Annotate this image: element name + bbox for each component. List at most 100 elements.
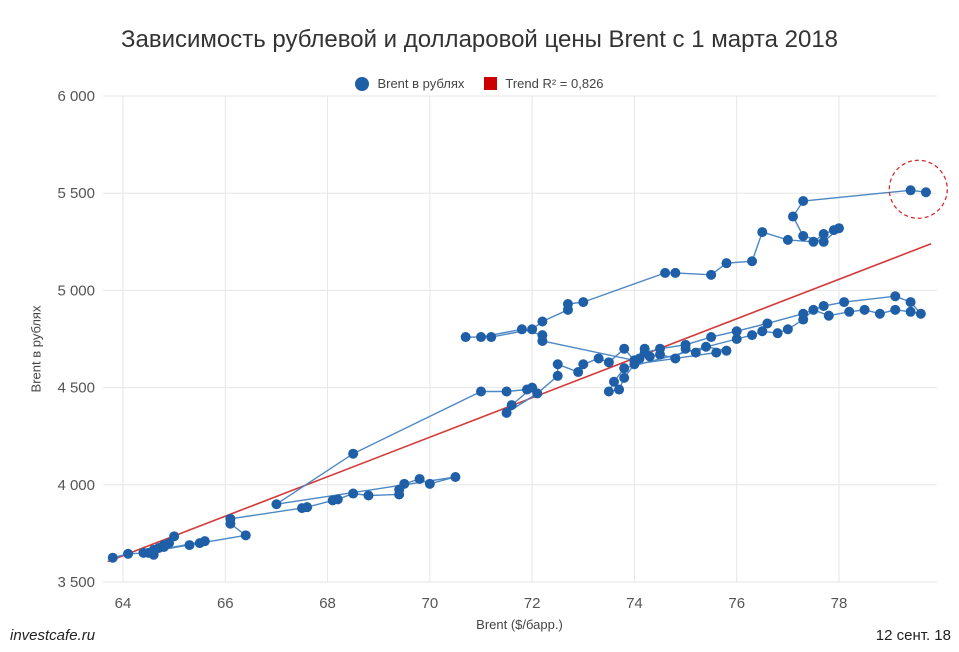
grid: [103, 95, 937, 583]
data-point: [787, 211, 798, 222]
data-point: [619, 363, 630, 374]
data-point: [629, 355, 640, 366]
data-point: [614, 384, 625, 395]
x-tick-label: 72: [524, 595, 541, 612]
data-point: [757, 227, 768, 238]
chart-title: Зависимость рублевой и долларовой цены B…: [120, 26, 839, 53]
x-tick-label: 64: [115, 595, 132, 612]
data-point: [552, 359, 563, 370]
data-point: [655, 343, 665, 354]
data-point: [762, 318, 773, 329]
data-point: [532, 388, 543, 399]
y-tick-label: 6 000: [57, 88, 95, 105]
date-label: 12 сент. 18: [875, 627, 951, 644]
data-point: [516, 324, 527, 335]
trend-line: [107, 242, 932, 563]
x-tick-label: 78: [831, 595, 848, 612]
data-points: [107, 185, 931, 563]
data-point: [271, 499, 282, 510]
series-polyline: [112, 189, 926, 559]
data-point: [890, 304, 901, 315]
legend-label-brent: Brent в рублях: [377, 76, 465, 91]
data-point: [890, 291, 901, 302]
data-point: [348, 488, 359, 499]
data-point: [818, 300, 829, 311]
data-point: [552, 370, 563, 381]
legend-square-icon: [484, 77, 498, 90]
data-point: [363, 490, 374, 501]
source-label: investcafe.ru: [10, 627, 96, 644]
legend-item-brent[interactable]: Brent в рублях: [355, 76, 464, 91]
data-point: [460, 332, 471, 343]
data-point: [690, 347, 701, 358]
data-point: [537, 316, 548, 327]
legend: Brent в рублях Trend R² = 0,826: [0, 76, 959, 91]
data-point: [148, 544, 159, 555]
data-point: [818, 236, 829, 247]
data-point: [798, 195, 809, 206]
data-point: [424, 478, 435, 489]
y-tick-label: 4 500: [57, 380, 95, 397]
data-point: [332, 494, 343, 505]
data-point: [798, 308, 809, 319]
data-point: [225, 513, 236, 524]
highlight-circle: [888, 159, 948, 219]
data-point: [859, 304, 870, 315]
data-point: [915, 308, 926, 319]
data-point: [818, 229, 829, 240]
data-point: [608, 376, 619, 387]
data-point: [578, 297, 589, 308]
data-point: [757, 326, 768, 337]
data-point: [905, 297, 916, 308]
data-point: [711, 347, 722, 358]
data-point: [123, 548, 134, 559]
data-point: [527, 324, 538, 335]
data-point: [169, 531, 180, 542]
series-line: [112, 189, 926, 559]
data-point: [562, 299, 573, 310]
y-tick-label: 5 500: [57, 185, 95, 202]
highlight-annotation: [888, 159, 948, 219]
data-point: [414, 473, 425, 484]
legend-item-trend[interactable]: Trend R² = 0,826: [484, 76, 604, 91]
data-point: [721, 258, 732, 269]
data-point: [839, 297, 850, 308]
data-point: [450, 472, 461, 483]
data-point: [808, 304, 819, 315]
data-point: [823, 310, 834, 321]
data-point: [302, 502, 313, 513]
data-point: [808, 236, 819, 247]
data-point: [706, 332, 717, 343]
data-point: [782, 324, 793, 335]
data-point: [905, 185, 916, 196]
data-point: [670, 353, 681, 364]
y-axis-ticks: 3 500 4 000 4 500 5 000 5 500 6 000: [57, 88, 95, 591]
x-tick-label: 68: [319, 595, 336, 612]
x-tick-label: 70: [422, 595, 439, 612]
data-point: [184, 540, 195, 551]
data-point: [660, 267, 671, 278]
data-point: [399, 478, 410, 489]
data-point: [798, 230, 809, 241]
x-tick-label: 76: [728, 595, 745, 612]
data-point: [772, 328, 783, 339]
data-point: [501, 407, 512, 418]
data-point: [706, 269, 717, 280]
y-axis-title: Brent в рублях: [28, 305, 44, 393]
legend-label-trend: Trend R² = 0,826: [505, 76, 604, 91]
x-axis-title: Brent ($/барр.): [476, 617, 563, 632]
data-point: [680, 339, 691, 350]
data-point: [874, 308, 885, 319]
data-point: [731, 326, 742, 337]
data-point: [701, 341, 712, 352]
data-point: [506, 400, 517, 411]
x-tick-label: 66: [217, 595, 234, 612]
data-point: [834, 223, 844, 234]
data-point: [578, 359, 589, 370]
data-point: [501, 386, 512, 397]
data-point: [158, 542, 169, 553]
x-axis-ticks: 64 66 68 70 72 74 76 78: [115, 595, 848, 612]
data-point: [747, 330, 758, 341]
x-tick-label: 74: [626, 595, 643, 612]
